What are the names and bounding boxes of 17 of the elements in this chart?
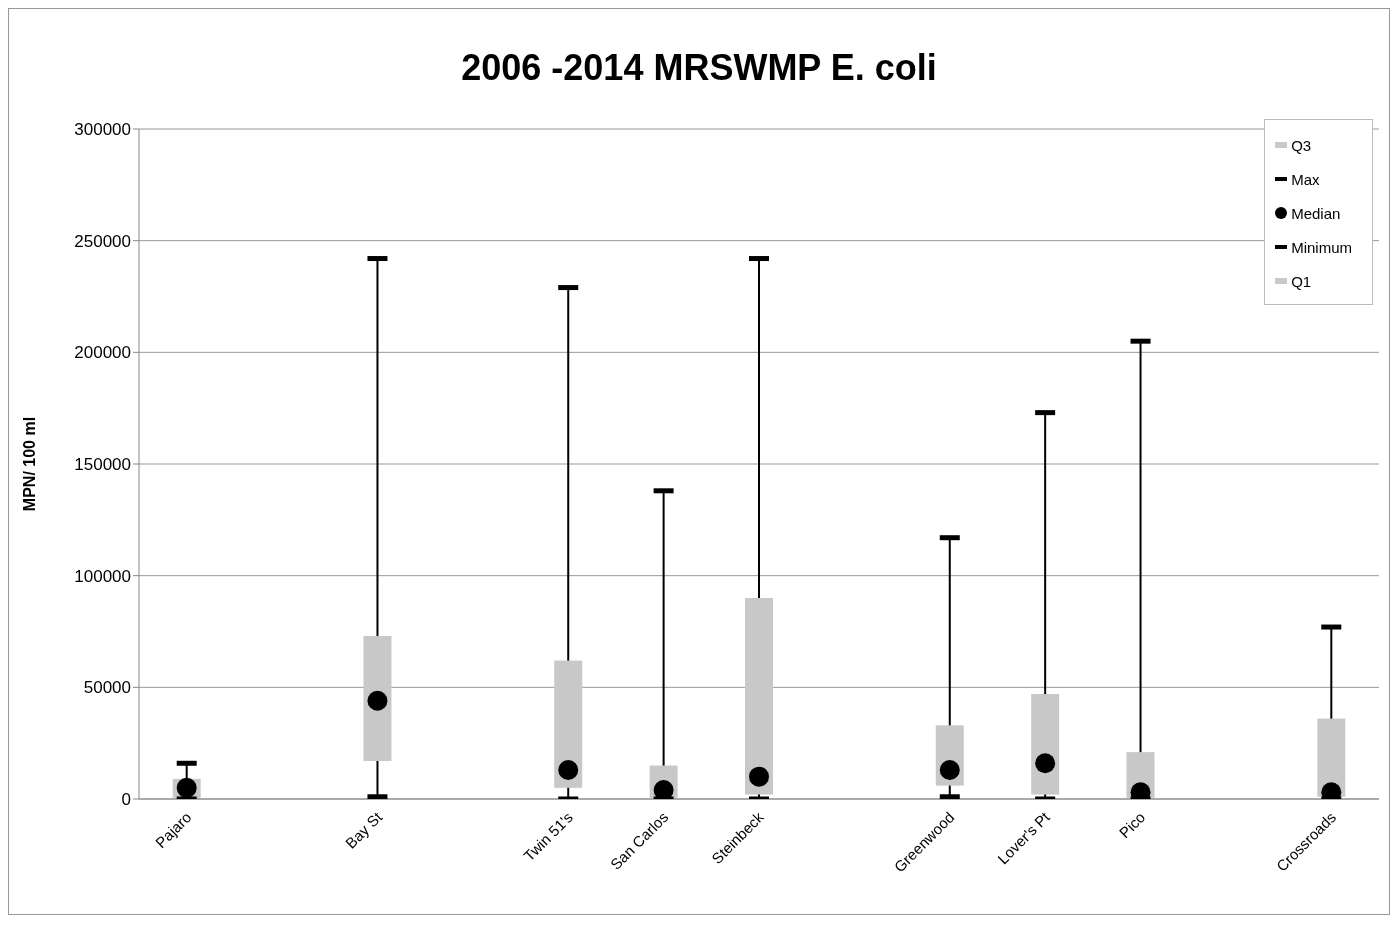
annotation: Minimum xyxy=(1291,238,1352,256)
annotation: Q3 xyxy=(1291,136,1312,154)
y-tick-label: 200000 xyxy=(74,343,131,363)
x-tick-label: Pico xyxy=(1115,808,1149,842)
annotation: Median xyxy=(1291,204,1341,222)
chart-title: 2006 -2014 MRSWMP E. coli xyxy=(460,47,938,90)
y-tick-label: 300000 xyxy=(74,120,131,140)
y-tick-label: 0 xyxy=(121,790,131,810)
y-axis-title: MPN/ 100 ml xyxy=(21,416,39,512)
y-tick-label: 150000 xyxy=(74,455,131,475)
y-tick-label: 250000 xyxy=(74,231,131,251)
annotation: Q1 xyxy=(1291,272,1312,290)
x-tick-label: Twin 51's xyxy=(520,808,577,865)
y-tick-label: 50000 xyxy=(83,678,131,698)
annotation: Max xyxy=(1291,170,1320,188)
y-tick-label: 100000 xyxy=(74,566,131,586)
x-tick-label: Bay St xyxy=(341,807,386,852)
